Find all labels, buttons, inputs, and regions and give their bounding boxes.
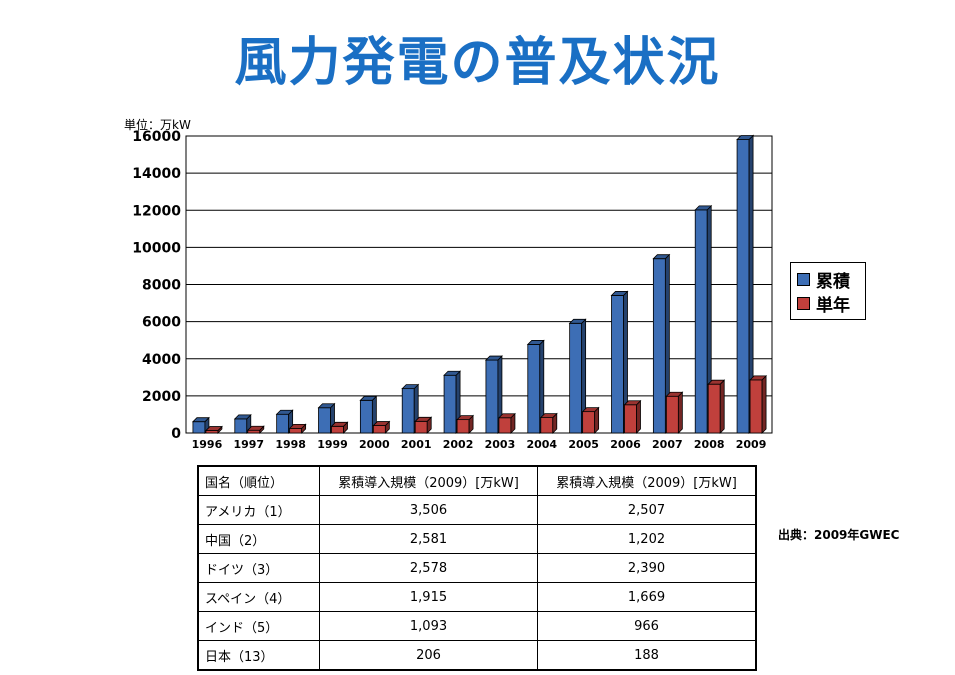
x-tick-label: 1997 xyxy=(233,438,264,451)
table-row: スペイン（4） 1,915 1,669 xyxy=(197,582,757,612)
bar-annual-2006 xyxy=(623,399,642,434)
table-cell: 中国（2） xyxy=(197,524,320,554)
table-header-row: 国名（順位） 累積導入規模（2009）[万kW] 累積導入規模（2009）[万k… xyxy=(197,465,757,496)
table-row: アメリカ（1） 3,506 2,507 xyxy=(197,495,757,525)
bar-cumulative-2009 xyxy=(736,134,755,434)
x-tick-label: 2008 xyxy=(694,438,725,451)
table-cell: 966 xyxy=(537,611,757,641)
x-tick-label: 2002 xyxy=(443,438,474,451)
chart-bars xyxy=(191,134,768,434)
y-tick-label: 10000 xyxy=(132,240,181,256)
x-tick-label: 2003 xyxy=(485,438,516,451)
y-tick-label: 8000 xyxy=(142,278,181,294)
x-tick-label: 1998 xyxy=(275,438,306,451)
table-cell: 206 xyxy=(319,640,538,671)
y-tick-label: 14000 xyxy=(132,166,181,182)
bar-chart: 0 2000 4000 6000 8000 10000 12000 14000 16000 19… xyxy=(132,129,773,451)
bar-cumulative-2008 xyxy=(694,204,713,434)
chart-grid xyxy=(185,135,773,434)
table-cell: 1,915 xyxy=(319,582,538,612)
table-row: 日本（13） 206 188 xyxy=(197,640,757,671)
x-tick-label: 2005 xyxy=(568,438,599,451)
page-title: 風力発電の普及状況 xyxy=(234,33,721,93)
bar-annual-2000 xyxy=(372,420,391,434)
x-axis-ticks: 1996 1997 1998 1999 2000 2001 2002 2003 2004 2005… xyxy=(192,438,767,451)
table-cell: ドイツ（3） xyxy=(197,553,320,583)
bar-annual-2008 xyxy=(707,379,726,434)
table-cell: 2,578 xyxy=(319,553,538,583)
table-header-col2: 累積導入規模（2009）[万kW] xyxy=(537,465,757,496)
bar-annual-1996 xyxy=(204,425,223,434)
y-tick-label: 0 xyxy=(171,426,181,442)
bar-annual-1999 xyxy=(330,421,349,434)
bar-annual-2007 xyxy=(665,391,684,434)
bar-cumulative-2004 xyxy=(526,339,545,434)
table-cell: インド（5） xyxy=(197,611,320,641)
chart-legend: 累積 単年 xyxy=(790,262,866,320)
table-cell: スペイン（4） xyxy=(197,582,320,612)
table-row: ドイツ（3） 2,578 2,390 xyxy=(197,553,757,583)
y-tick-label: 12000 xyxy=(132,203,181,219)
x-tick-label: 1999 xyxy=(317,438,348,451)
bar-annual-2002 xyxy=(456,414,475,434)
table-cell: 2,507 xyxy=(537,495,757,525)
table-header-col1: 累積導入規模（2009）[万kW] xyxy=(319,465,538,496)
bar-annual-2001 xyxy=(414,416,433,434)
table-row: 中国（2） 2,581 1,202 xyxy=(197,524,757,554)
x-tick-label: 2000 xyxy=(359,438,390,451)
x-tick-label: 2006 xyxy=(610,438,641,451)
country-table: 国名（順位） 累積導入規模（2009）[万kW] 累積導入規模（2009）[万k… xyxy=(197,465,757,671)
bar-cumulative-2007 xyxy=(652,253,671,434)
x-tick-label: 2001 xyxy=(401,438,432,451)
y-axis-ticks: 0 2000 4000 6000 8000 10000 12000 14000 16000 xyxy=(132,129,181,442)
table-cell: 日本（13） xyxy=(197,640,320,671)
legend-item-cumulative: 累積 xyxy=(797,267,859,292)
x-tick-label: 2007 xyxy=(652,438,683,451)
bar-annual-1997 xyxy=(246,425,265,434)
table-cell: 188 xyxy=(537,640,757,671)
source-note: 出典：2009年GWEC xyxy=(778,528,900,542)
bar-cumulative-2005 xyxy=(568,318,587,434)
bar-cumulative-2000 xyxy=(359,395,378,434)
table-cell: 3,506 xyxy=(319,495,538,525)
legend-item-annual: 単年 xyxy=(797,291,859,316)
bar-annual-2009 xyxy=(749,374,768,434)
legend-label-annual: 単年 xyxy=(816,295,850,316)
y-tick-label: 2000 xyxy=(142,389,181,405)
y-tick-label: 16000 xyxy=(132,129,181,145)
legend-label-cumulative: 累積 xyxy=(816,271,850,292)
legend-swatch-annual xyxy=(797,296,810,310)
table-cell: 1,093 xyxy=(319,611,538,641)
unit-label: 単位：万kW xyxy=(124,118,191,132)
table-cell: 1,202 xyxy=(537,524,757,554)
bar-annual-2005 xyxy=(581,406,600,434)
table-cell: 2,581 xyxy=(319,524,538,554)
y-tick-label: 6000 xyxy=(142,315,181,331)
x-tick-label: 2004 xyxy=(526,438,557,451)
x-tick-label: 1996 xyxy=(192,438,223,451)
table-row: インド（5） 1,093 966 xyxy=(197,611,757,641)
x-tick-label: 2009 xyxy=(736,438,767,451)
table-cell: 1,669 xyxy=(537,582,757,612)
bar-annual-2003 xyxy=(497,412,516,434)
y-tick-label: 4000 xyxy=(142,352,181,368)
table-cell: 2,390 xyxy=(537,553,757,583)
bar-annual-2004 xyxy=(539,412,558,434)
bar-cumulative-2006 xyxy=(610,290,629,434)
table-cell: アメリカ（1） xyxy=(197,495,320,525)
table-header-country: 国名（順位） xyxy=(197,465,320,496)
bar-annual-1998 xyxy=(288,423,307,434)
bar-cumulative-2003 xyxy=(484,355,503,434)
legend-swatch-cumulative xyxy=(797,272,810,286)
